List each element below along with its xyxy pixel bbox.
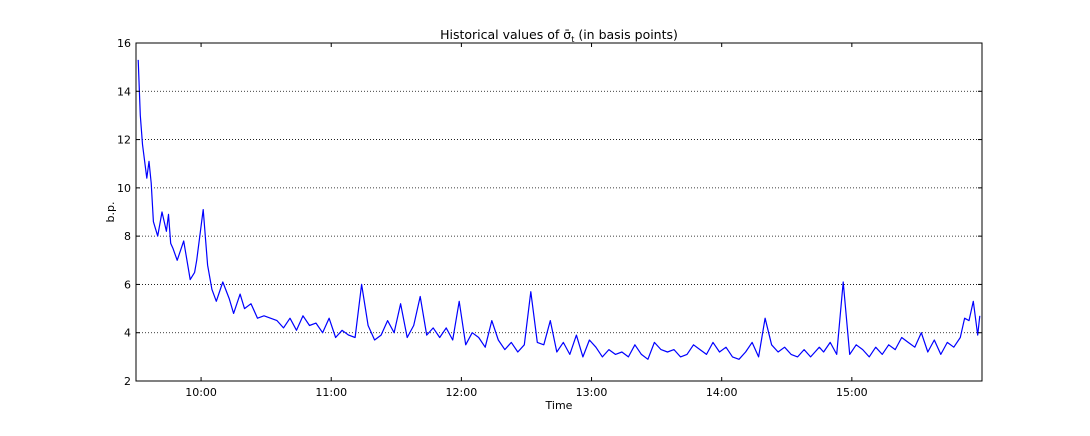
y-tick-label: 14 — [117, 85, 131, 98]
x-tick-label: 10:00 — [185, 386, 217, 399]
grid-lines — [136, 90, 982, 334]
chart-title: Historical values of σ̄t (in basis point… — [440, 27, 678, 44]
x-tick-label: 14:00 — [706, 386, 738, 399]
plot-area-frame — [135, 42, 983, 382]
y-tick-label: 12 — [117, 134, 131, 147]
x-axis-label: Time — [545, 399, 573, 412]
x-tick-label: 13:00 — [576, 386, 608, 399]
y-tick-label: 8 — [124, 230, 131, 243]
y-tick-label: 6 — [124, 278, 131, 291]
y-axis: 2 4 6 8 10 12 14 16 — [117, 37, 982, 388]
series-line — [137, 59, 981, 360]
y-axis-label: b.p. — [104, 202, 117, 223]
y-tick-label: 2 — [124, 375, 131, 388]
y-tick-label: 4 — [124, 327, 131, 340]
x-axis: 10:00 11:00 12:00 13:00 14:00 15:00 — [185, 43, 868, 399]
y-tick-label: 10 — [117, 182, 131, 195]
x-tick-label: 15:00 — [836, 386, 868, 399]
x-tick-label: 11:00 — [315, 386, 347, 399]
x-tick-label: 12:00 — [446, 386, 478, 399]
y-tick-label: 16 — [117, 37, 131, 50]
